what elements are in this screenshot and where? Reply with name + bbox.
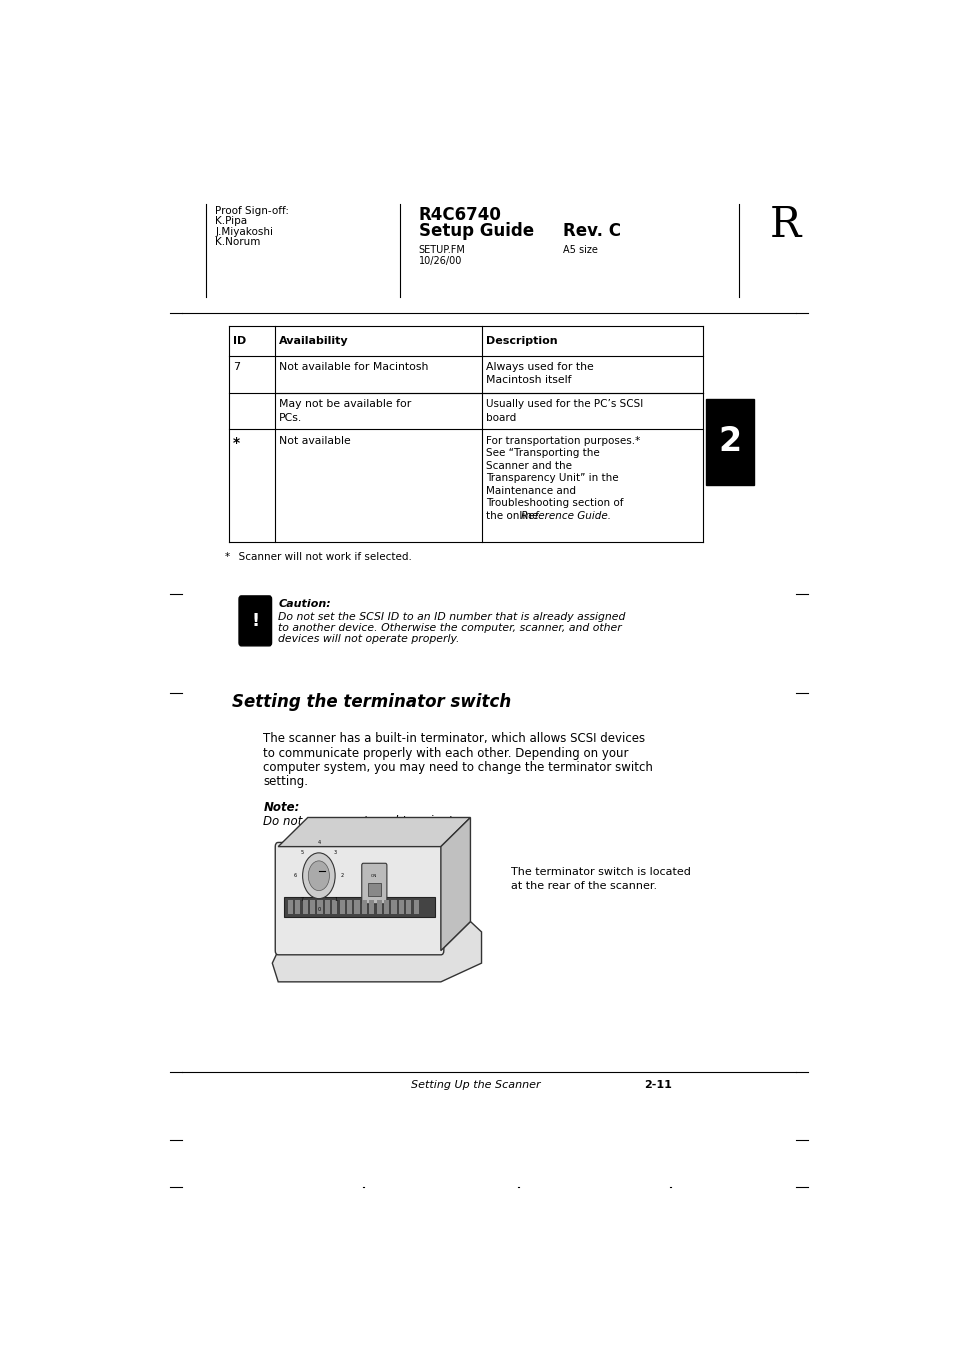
Text: SETUP.FM: SETUP.FM xyxy=(418,246,465,255)
Text: Troubleshooting section of: Troubleshooting section of xyxy=(485,499,623,508)
Bar xyxy=(383,900,389,915)
Text: Description: Description xyxy=(485,336,557,346)
Text: Do not use an external terminator.: Do not use an external terminator. xyxy=(263,816,468,828)
Text: Do not set the SCSI ID to an ID number that is already assigned: Do not set the SCSI ID to an ID number t… xyxy=(278,612,625,621)
Text: K.Norum: K.Norum xyxy=(215,236,260,247)
Text: the online: the online xyxy=(485,511,541,520)
Bar xyxy=(398,900,403,915)
Text: 0: 0 xyxy=(317,907,320,912)
Text: 7: 7 xyxy=(300,897,303,901)
Text: R4C6740: R4C6740 xyxy=(418,205,501,224)
Bar xyxy=(413,900,418,915)
Text: setting.: setting. xyxy=(263,775,308,788)
Text: 2: 2 xyxy=(340,873,344,878)
Text: 10/26/00: 10/26/00 xyxy=(418,255,461,266)
Text: *  Scanner will not work if selected.: * Scanner will not work if selected. xyxy=(225,553,412,562)
Polygon shape xyxy=(272,921,481,982)
Bar xyxy=(310,900,314,915)
Text: !: ! xyxy=(251,612,259,630)
Text: *: * xyxy=(233,436,240,450)
Text: Reference Guide.: Reference Guide. xyxy=(521,511,611,520)
FancyBboxPatch shape xyxy=(239,596,272,646)
Text: The scanner has a built-in terminator, which allows SCSI devices: The scanner has a built-in terminator, w… xyxy=(263,732,645,746)
Text: Note:: Note: xyxy=(263,801,299,813)
Text: board: board xyxy=(485,413,516,423)
FancyBboxPatch shape xyxy=(275,843,443,955)
FancyBboxPatch shape xyxy=(361,863,387,904)
Bar xyxy=(284,897,435,917)
Text: devices will not operate properly.: devices will not operate properly. xyxy=(278,635,459,644)
Polygon shape xyxy=(440,817,470,951)
Text: Scanner and the: Scanner and the xyxy=(485,461,572,470)
Text: to another device. Otherwise the computer, scanner, and other: to another device. Otherwise the compute… xyxy=(278,623,621,634)
Text: at the rear of the scanner.: at the rear of the scanner. xyxy=(511,881,657,890)
Bar xyxy=(324,900,330,915)
Text: The terminator switch is located: The terminator switch is located xyxy=(511,867,690,877)
Text: ON: ON xyxy=(371,874,377,878)
Bar xyxy=(339,900,344,915)
Text: Always used for the: Always used for the xyxy=(485,362,593,372)
Bar xyxy=(317,900,322,915)
Text: to communicate properly with each other. Depending on your: to communicate properly with each other.… xyxy=(263,747,628,759)
Bar xyxy=(705,400,754,485)
Text: 4: 4 xyxy=(317,840,320,844)
Bar xyxy=(391,900,396,915)
Text: 5: 5 xyxy=(300,850,303,855)
Text: J.Miyakoshi: J.Miyakoshi xyxy=(215,227,274,236)
Bar xyxy=(294,900,300,915)
Text: For transportation purposes.*: For transportation purposes.* xyxy=(485,436,639,446)
Text: computer system, you may need to change the terminator switch: computer system, you may need to change … xyxy=(263,761,653,774)
Text: ID: ID xyxy=(233,336,246,346)
Text: May not be available for: May not be available for xyxy=(278,400,411,409)
Text: Not available for Macintosh: Not available for Macintosh xyxy=(278,362,428,372)
Text: 1: 1 xyxy=(334,897,336,901)
Bar xyxy=(361,900,367,915)
Text: Macintosh itself: Macintosh itself xyxy=(485,376,571,385)
Text: 7: 7 xyxy=(233,362,240,372)
Bar xyxy=(332,900,337,915)
Text: Not available: Not available xyxy=(278,436,351,446)
Text: Maintenance and: Maintenance and xyxy=(485,485,576,496)
Text: Transparency Unit” in the: Transparency Unit” in the xyxy=(485,473,618,484)
Bar xyxy=(354,900,359,915)
Text: Usually used for the PC’s SCSI: Usually used for the PC’s SCSI xyxy=(485,400,642,409)
Text: Proof Sign-off:: Proof Sign-off: xyxy=(215,205,289,216)
Text: Rev. C: Rev. C xyxy=(562,223,620,240)
Text: See “Transporting the: See “Transporting the xyxy=(485,449,599,458)
Bar xyxy=(302,900,308,915)
Text: 3: 3 xyxy=(334,850,336,855)
Bar xyxy=(288,900,293,915)
Text: Setting Up the Scanner: Setting Up the Scanner xyxy=(411,1079,540,1090)
Text: Availability: Availability xyxy=(278,336,348,346)
Bar xyxy=(369,900,374,915)
Bar xyxy=(367,884,380,896)
Text: Caution:: Caution: xyxy=(278,598,331,609)
Text: 2: 2 xyxy=(718,426,741,458)
Text: PCs.: PCs. xyxy=(278,413,302,423)
Text: 6: 6 xyxy=(294,873,296,878)
Polygon shape xyxy=(278,817,470,847)
Text: R: R xyxy=(769,204,801,246)
Text: Setting the terminator switch: Setting the terminator switch xyxy=(232,693,511,711)
Circle shape xyxy=(308,861,329,890)
Bar xyxy=(376,900,381,915)
Text: K.Pipa: K.Pipa xyxy=(215,216,247,226)
Bar xyxy=(406,900,411,915)
Text: Setup Guide: Setup Guide xyxy=(418,223,534,240)
Circle shape xyxy=(302,852,335,898)
Bar xyxy=(347,900,352,915)
Text: A5 size: A5 size xyxy=(562,246,598,255)
Text: 2-11: 2-11 xyxy=(643,1079,671,1090)
